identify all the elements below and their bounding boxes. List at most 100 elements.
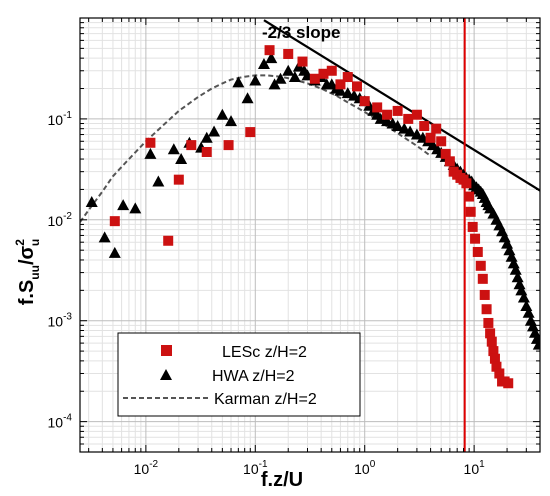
les-point: [411, 109, 422, 120]
legend-label-hwa: HWA z/H=2: [212, 368, 295, 385]
x-tick-label: 101: [464, 459, 486, 477]
hwa-point: [152, 175, 165, 187]
hwa-point: [129, 202, 142, 214]
les-point: [163, 235, 174, 246]
y-title-sub2: u: [28, 239, 42, 246]
hwa-point: [167, 143, 180, 155]
axis-ticks: [80, 17, 541, 453]
hwa-point: [282, 64, 295, 76]
les-point: [488, 346, 499, 357]
les-point: [481, 304, 492, 315]
hwa-point: [274, 72, 287, 84]
les-point: [283, 48, 294, 59]
hwa-point: [200, 131, 213, 143]
les-series: [109, 45, 514, 389]
les-point: [489, 353, 500, 364]
hwa-point: [117, 199, 130, 211]
hwa-point: [509, 263, 522, 275]
hwa-point: [208, 125, 221, 137]
slope-line: [263, 19, 540, 192]
hwa-point: [85, 196, 98, 208]
x-tick-label: 100: [354, 459, 376, 477]
les-point: [109, 216, 120, 227]
les-point: [436, 136, 447, 147]
x-tick-label: 10-2: [134, 459, 159, 477]
hwa-point: [108, 246, 121, 258]
y-tick-label: 10-4: [48, 413, 73, 431]
les-point: [326, 65, 337, 76]
slope-annotation: -2/3 slope: [262, 23, 340, 42]
les-point: [382, 109, 393, 120]
les-point: [201, 146, 212, 157]
les-point: [392, 105, 403, 116]
les-point: [173, 174, 184, 185]
les-point: [483, 317, 494, 328]
y-title-sup: 2: [13, 239, 27, 246]
legend-marker-les: [161, 345, 172, 356]
les-point: [491, 361, 502, 372]
les-point: [431, 123, 442, 134]
hwa-point: [241, 92, 254, 104]
y-tick-labels: 10-4 10-3 10-2 10-1: [48, 110, 73, 431]
les-point: [464, 191, 475, 202]
y-tick-label: 10-2: [48, 211, 73, 229]
hwa-point: [257, 58, 270, 70]
karman-series: [80, 74, 432, 223]
les-point: [223, 140, 234, 151]
les-point: [503, 378, 514, 389]
hwa-point: [175, 153, 188, 165]
hwa-point: [374, 112, 387, 124]
y-axis-title: f.Suu/σ2u: [13, 239, 42, 306]
les-point: [486, 336, 497, 347]
les-point: [472, 246, 483, 257]
hwa-point: [532, 338, 540, 350]
hwa-point: [391, 120, 404, 132]
les-point: [403, 113, 414, 124]
hwa-point: [265, 52, 278, 64]
les-point: [145, 137, 156, 148]
hwa-point: [513, 278, 526, 290]
les-point: [309, 73, 320, 84]
les-point: [186, 140, 197, 151]
slope-line-segment: [263, 19, 540, 192]
hwa-point: [341, 87, 354, 99]
les-point: [475, 260, 486, 271]
les-point: [465, 206, 476, 217]
y-tick-label: 10-1: [48, 110, 73, 128]
hwa-point: [232, 76, 245, 88]
les-point: [372, 102, 383, 113]
plot-frame: [79, 17, 541, 453]
legend-label-karman: Karman z/H=2: [214, 391, 317, 408]
hwa-point: [404, 125, 417, 137]
les-point: [479, 289, 490, 300]
les-point: [297, 56, 308, 67]
les-point: [494, 368, 505, 379]
les-point: [467, 221, 478, 232]
y-title-slash: /σ: [16, 245, 38, 265]
x-tick-label: 10-1: [243, 459, 268, 477]
les-point: [351, 81, 362, 92]
hwa-point: [144, 147, 157, 159]
les-point: [342, 72, 353, 83]
y-title-sub1: uu: [28, 265, 42, 280]
les-point: [264, 45, 275, 56]
les-point: [440, 148, 451, 159]
les-point: [425, 132, 436, 143]
les-point: [245, 127, 256, 138]
hwa-point: [410, 128, 423, 140]
hwa-point: [288, 71, 301, 83]
legend: LESc z/H=2 HWA z/H=2 Karman z/H=2: [117, 332, 361, 417]
hwa-point: [511, 271, 524, 283]
hwa-point: [522, 306, 535, 318]
les-point: [419, 121, 430, 132]
hwa-point: [98, 231, 111, 243]
legend-box: [117, 332, 361, 417]
hwa-point: [225, 115, 238, 127]
y-tick-label: 10-3: [48, 312, 73, 330]
y-title-base: f.S: [16, 280, 38, 306]
les-point: [359, 96, 370, 107]
hwa-point: [334, 84, 347, 96]
les-point: [318, 68, 329, 79]
hwa-point: [249, 74, 262, 86]
